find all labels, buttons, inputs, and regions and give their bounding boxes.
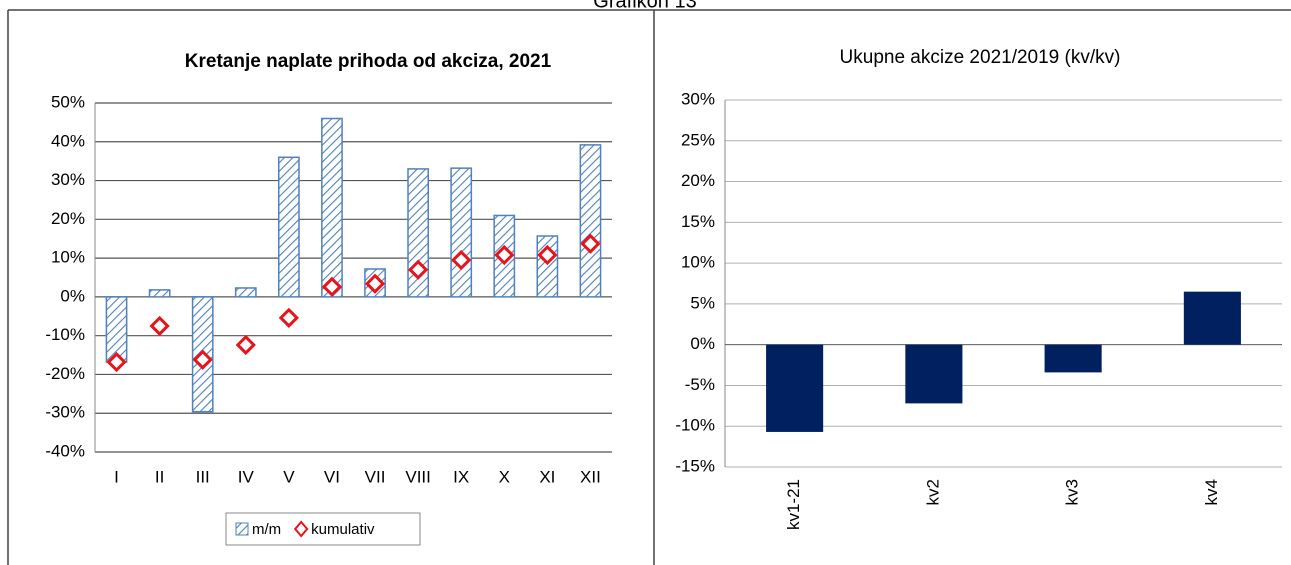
legend-swatch [235,522,249,536]
x-tick-label: I [114,467,119,486]
y-tick-label: 10% [51,248,85,267]
bar [450,167,473,298]
x-tick-label: VI [324,467,340,486]
bar [234,287,257,298]
chart-title: Ukupne akcize 2021/2019 (kv/kv) [840,47,1121,68]
marker [408,259,429,280]
bar [905,344,963,404]
x-tick-label: III [196,467,210,486]
x-tick-label: kv3 [1063,479,1082,505]
y-tick-label: -20% [45,364,85,383]
bar [321,117,343,298]
marker [364,273,386,294]
x-tick-label: II [155,467,164,486]
y-tick-label: -30% [45,403,85,422]
legend-box [225,512,421,546]
y-tick-label: 30% [681,89,715,108]
chart-title: Kretanje naplate prihoda od akciza, 2021 [185,51,552,72]
legend-label: m/m [252,521,281,538]
x-tick-label: XII [580,467,601,486]
marker [278,307,299,328]
bar [1044,344,1102,373]
x-tick-label: kv2 [923,479,942,505]
marker [494,244,515,266]
x-tick-label: IV [238,467,255,486]
legend-swatch [293,520,309,538]
legend-label: kumulativ [311,521,375,538]
y-tick-label: 30% [51,170,85,189]
y-tick-label: 5% [690,293,715,312]
y-tick-label: -10% [45,325,85,344]
y-tick-label: 25% [681,130,715,149]
x-tick-label: IX [453,467,469,486]
y-tick-label: 15% [681,212,715,231]
marker [106,351,127,373]
y-tick-label: 20% [51,209,85,228]
y-tick-label: 20% [681,171,715,190]
x-tick-label: kv4 [1202,479,1221,505]
bar [766,344,824,432]
marker [235,334,256,356]
y-tick-label: 40% [51,131,85,150]
page-title: Grafikon 13 [593,0,696,12]
marker [321,276,343,297]
bar [1183,291,1241,345]
marker [451,249,472,271]
marker [149,315,170,337]
bar [579,144,602,298]
y-tick-label: -40% [45,441,85,460]
x-tick-label: kv1-21 [784,479,803,530]
y-tick-label: 0% [60,286,85,305]
bar [148,289,171,298]
marker [192,349,213,370]
y-tick-label: -5% [685,375,715,394]
x-tick-label: X [499,467,510,486]
y-tick-label: -10% [675,416,715,435]
x-tick-label: VII [365,467,386,486]
y-tick-label: 0% [690,334,715,353]
y-tick-label: 10% [681,253,715,272]
bar [278,156,300,298]
y-tick-label: 50% [51,92,85,111]
marker [580,233,601,254]
x-tick-label: V [283,467,295,486]
y-tick-label: -15% [675,456,715,475]
x-tick-label: VIII [405,467,431,486]
marker [537,244,558,266]
x-tick-label: XI [539,467,555,486]
